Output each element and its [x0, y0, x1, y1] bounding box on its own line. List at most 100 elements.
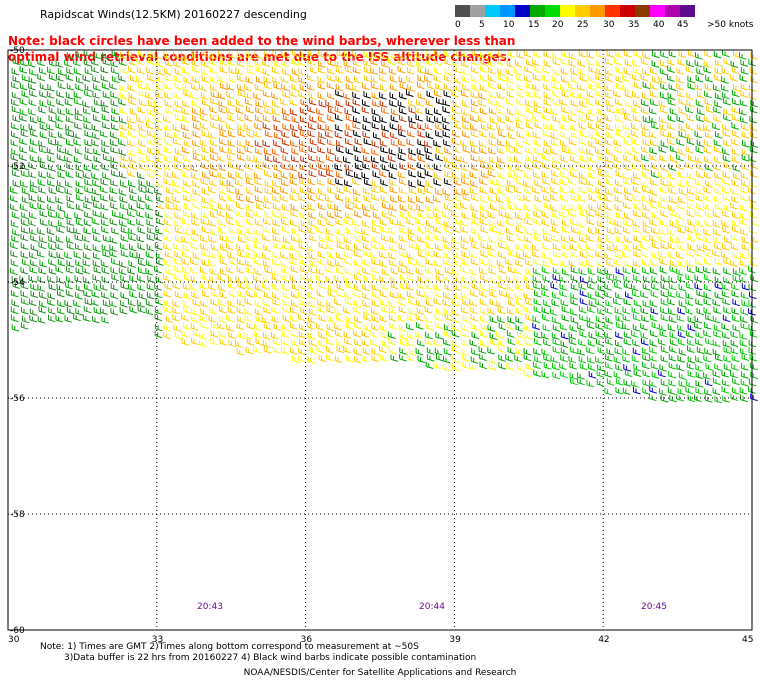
wind-barb [569, 235, 577, 243]
wind-barb [318, 354, 327, 363]
wind-barb [687, 323, 696, 332]
wind-barb [478, 92, 486, 100]
wind-barb [532, 114, 540, 123]
wind-barb [353, 145, 362, 153]
wind-barb [525, 362, 534, 371]
wind-barb [587, 164, 596, 172]
wind-barb [452, 339, 461, 348]
wind-barb [127, 169, 135, 178]
wind-barb [532, 73, 541, 81]
wind-barb [425, 242, 434, 250]
legend-label: 0 [455, 20, 461, 30]
wind-barb [713, 84, 721, 92]
longitude-label: 30 [8, 635, 20, 645]
wind-barb [73, 313, 81, 322]
wind-barb [291, 68, 300, 76]
longitude-label: 45 [742, 635, 753, 645]
wind-barb [56, 90, 65, 98]
wind-barb [200, 92, 209, 100]
wind-barb [696, 244, 705, 252]
wind-barb [542, 313, 550, 322]
wind-barb [741, 236, 750, 244]
wind-barb [434, 290, 443, 298]
wind-barb [425, 249, 434, 258]
wind-barb [670, 155, 678, 163]
wind-barb [28, 275, 37, 283]
wind-barb [750, 235, 759, 244]
wind-barb [525, 106, 534, 114]
wind-barb [723, 139, 731, 147]
wind-barb [425, 204, 433, 212]
wind-barb [586, 114, 594, 122]
wind-barb [723, 346, 732, 354]
wind-barb [91, 195, 100, 203]
wind-barb [523, 353, 532, 362]
wind-barb [254, 114, 263, 123]
wind-barb [48, 314, 56, 323]
wind-barb [354, 315, 362, 323]
wind-barb [568, 355, 577, 364]
time-label: 20:44 [419, 602, 445, 612]
wind-barb [676, 76, 684, 84]
wind-barb [262, 299, 271, 307]
wind-barb [570, 316, 579, 324]
wind-barb [110, 202, 118, 210]
wind-barb [46, 91, 55, 99]
legend-label: 45 [677, 20, 689, 30]
wind-barb [488, 284, 497, 292]
wind-barb [271, 108, 280, 116]
wind-barb [624, 113, 632, 122]
wind-barb [20, 59, 28, 67]
wind-barb [498, 73, 506, 82]
wind-barb [533, 155, 541, 163]
wind-barb [299, 299, 307, 307]
wind-barb [649, 339, 658, 347]
wind-barb [227, 130, 236, 138]
wind-barb [309, 346, 318, 355]
wind-barb [399, 114, 407, 123]
wind-barb [254, 308, 263, 316]
wind-barb [183, 154, 191, 163]
wind-barb [435, 217, 444, 226]
wind-barb [119, 219, 127, 227]
wind-barb [668, 83, 677, 91]
wind-barb [588, 132, 597, 140]
wind-barb [417, 130, 426, 138]
wind-barb [66, 52, 75, 60]
wind-barb [507, 266, 516, 274]
wind-barb [677, 387, 686, 396]
wind-barb [721, 323, 730, 331]
wind-barb [298, 331, 307, 339]
wind-barb [66, 195, 75, 203]
wind-barb [480, 52, 488, 60]
wind-barb [659, 364, 668, 372]
wind-barb [642, 203, 651, 212]
wind-barb [739, 251, 748, 260]
wind-barb [327, 289, 336, 298]
wind-barb [678, 300, 687, 308]
wind-barb [506, 123, 515, 132]
wind-barb [165, 106, 173, 115]
wind-barb [641, 314, 649, 323]
wind-barb [649, 386, 657, 394]
wind-barb [397, 291, 406, 300]
wind-barb [174, 226, 183, 234]
wind-barb [534, 355, 542, 364]
wind-barb [217, 226, 226, 235]
wind-barb [604, 91, 613, 99]
wind-barb [658, 369, 666, 378]
wind-barb [119, 123, 127, 131]
wind-barb [543, 234, 551, 243]
wind-barb [417, 92, 426, 100]
wind-barb [210, 289, 219, 298]
wind-barb [272, 292, 280, 300]
wind-barb [632, 90, 640, 99]
wind-barb [408, 180, 417, 188]
wind-barb [56, 180, 65, 188]
wind-barb [316, 323, 324, 331]
wind-barb [523, 250, 531, 259]
wind-barb [560, 67, 569, 76]
wind-barb [479, 107, 488, 115]
wind-barb [21, 211, 29, 220]
wind-barb [272, 194, 280, 203]
